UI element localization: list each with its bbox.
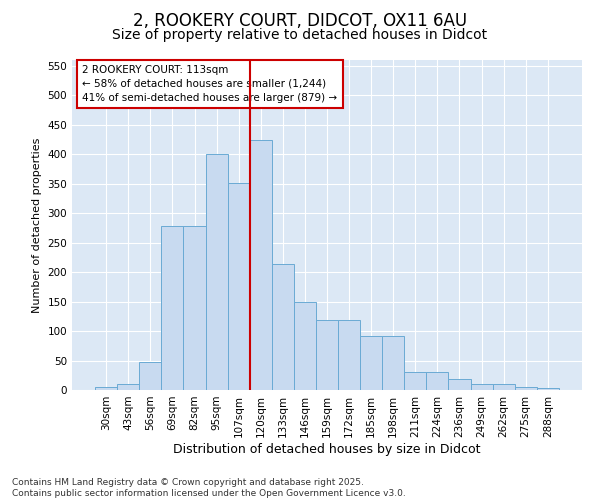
Bar [316, 320, 338, 390]
Bar [161, 226, 184, 390]
Text: 2, ROOKERY COURT, DIDCOT, OX11 6AU: 2, ROOKERY COURT, DIDCOT, OX11 6AU [133, 12, 467, 30]
Bar [227, 182, 250, 390]
Bar [250, 140, 272, 390]
Y-axis label: Number of detached properties: Number of detached properties [32, 138, 42, 312]
Bar [470, 384, 493, 390]
Bar [117, 384, 139, 390]
Bar [382, 336, 404, 390]
Text: 2 ROOKERY COURT: 113sqm
← 58% of detached houses are smaller (1,244)
41% of semi: 2 ROOKERY COURT: 113sqm ← 58% of detache… [82, 65, 337, 103]
Bar [404, 372, 427, 390]
Bar [493, 384, 515, 390]
Bar [272, 264, 294, 390]
Bar [139, 362, 161, 390]
Bar [360, 336, 382, 390]
Bar [448, 379, 470, 390]
Text: Contains HM Land Registry data © Crown copyright and database right 2025.
Contai: Contains HM Land Registry data © Crown c… [12, 478, 406, 498]
X-axis label: Distribution of detached houses by size in Didcot: Distribution of detached houses by size … [173, 442, 481, 456]
Bar [338, 320, 360, 390]
Bar [427, 372, 448, 390]
Text: Size of property relative to detached houses in Didcot: Size of property relative to detached ho… [112, 28, 488, 42]
Bar [95, 387, 117, 390]
Bar [537, 388, 559, 390]
Bar [206, 154, 227, 390]
Bar [515, 387, 537, 390]
Bar [294, 302, 316, 390]
Bar [184, 226, 206, 390]
